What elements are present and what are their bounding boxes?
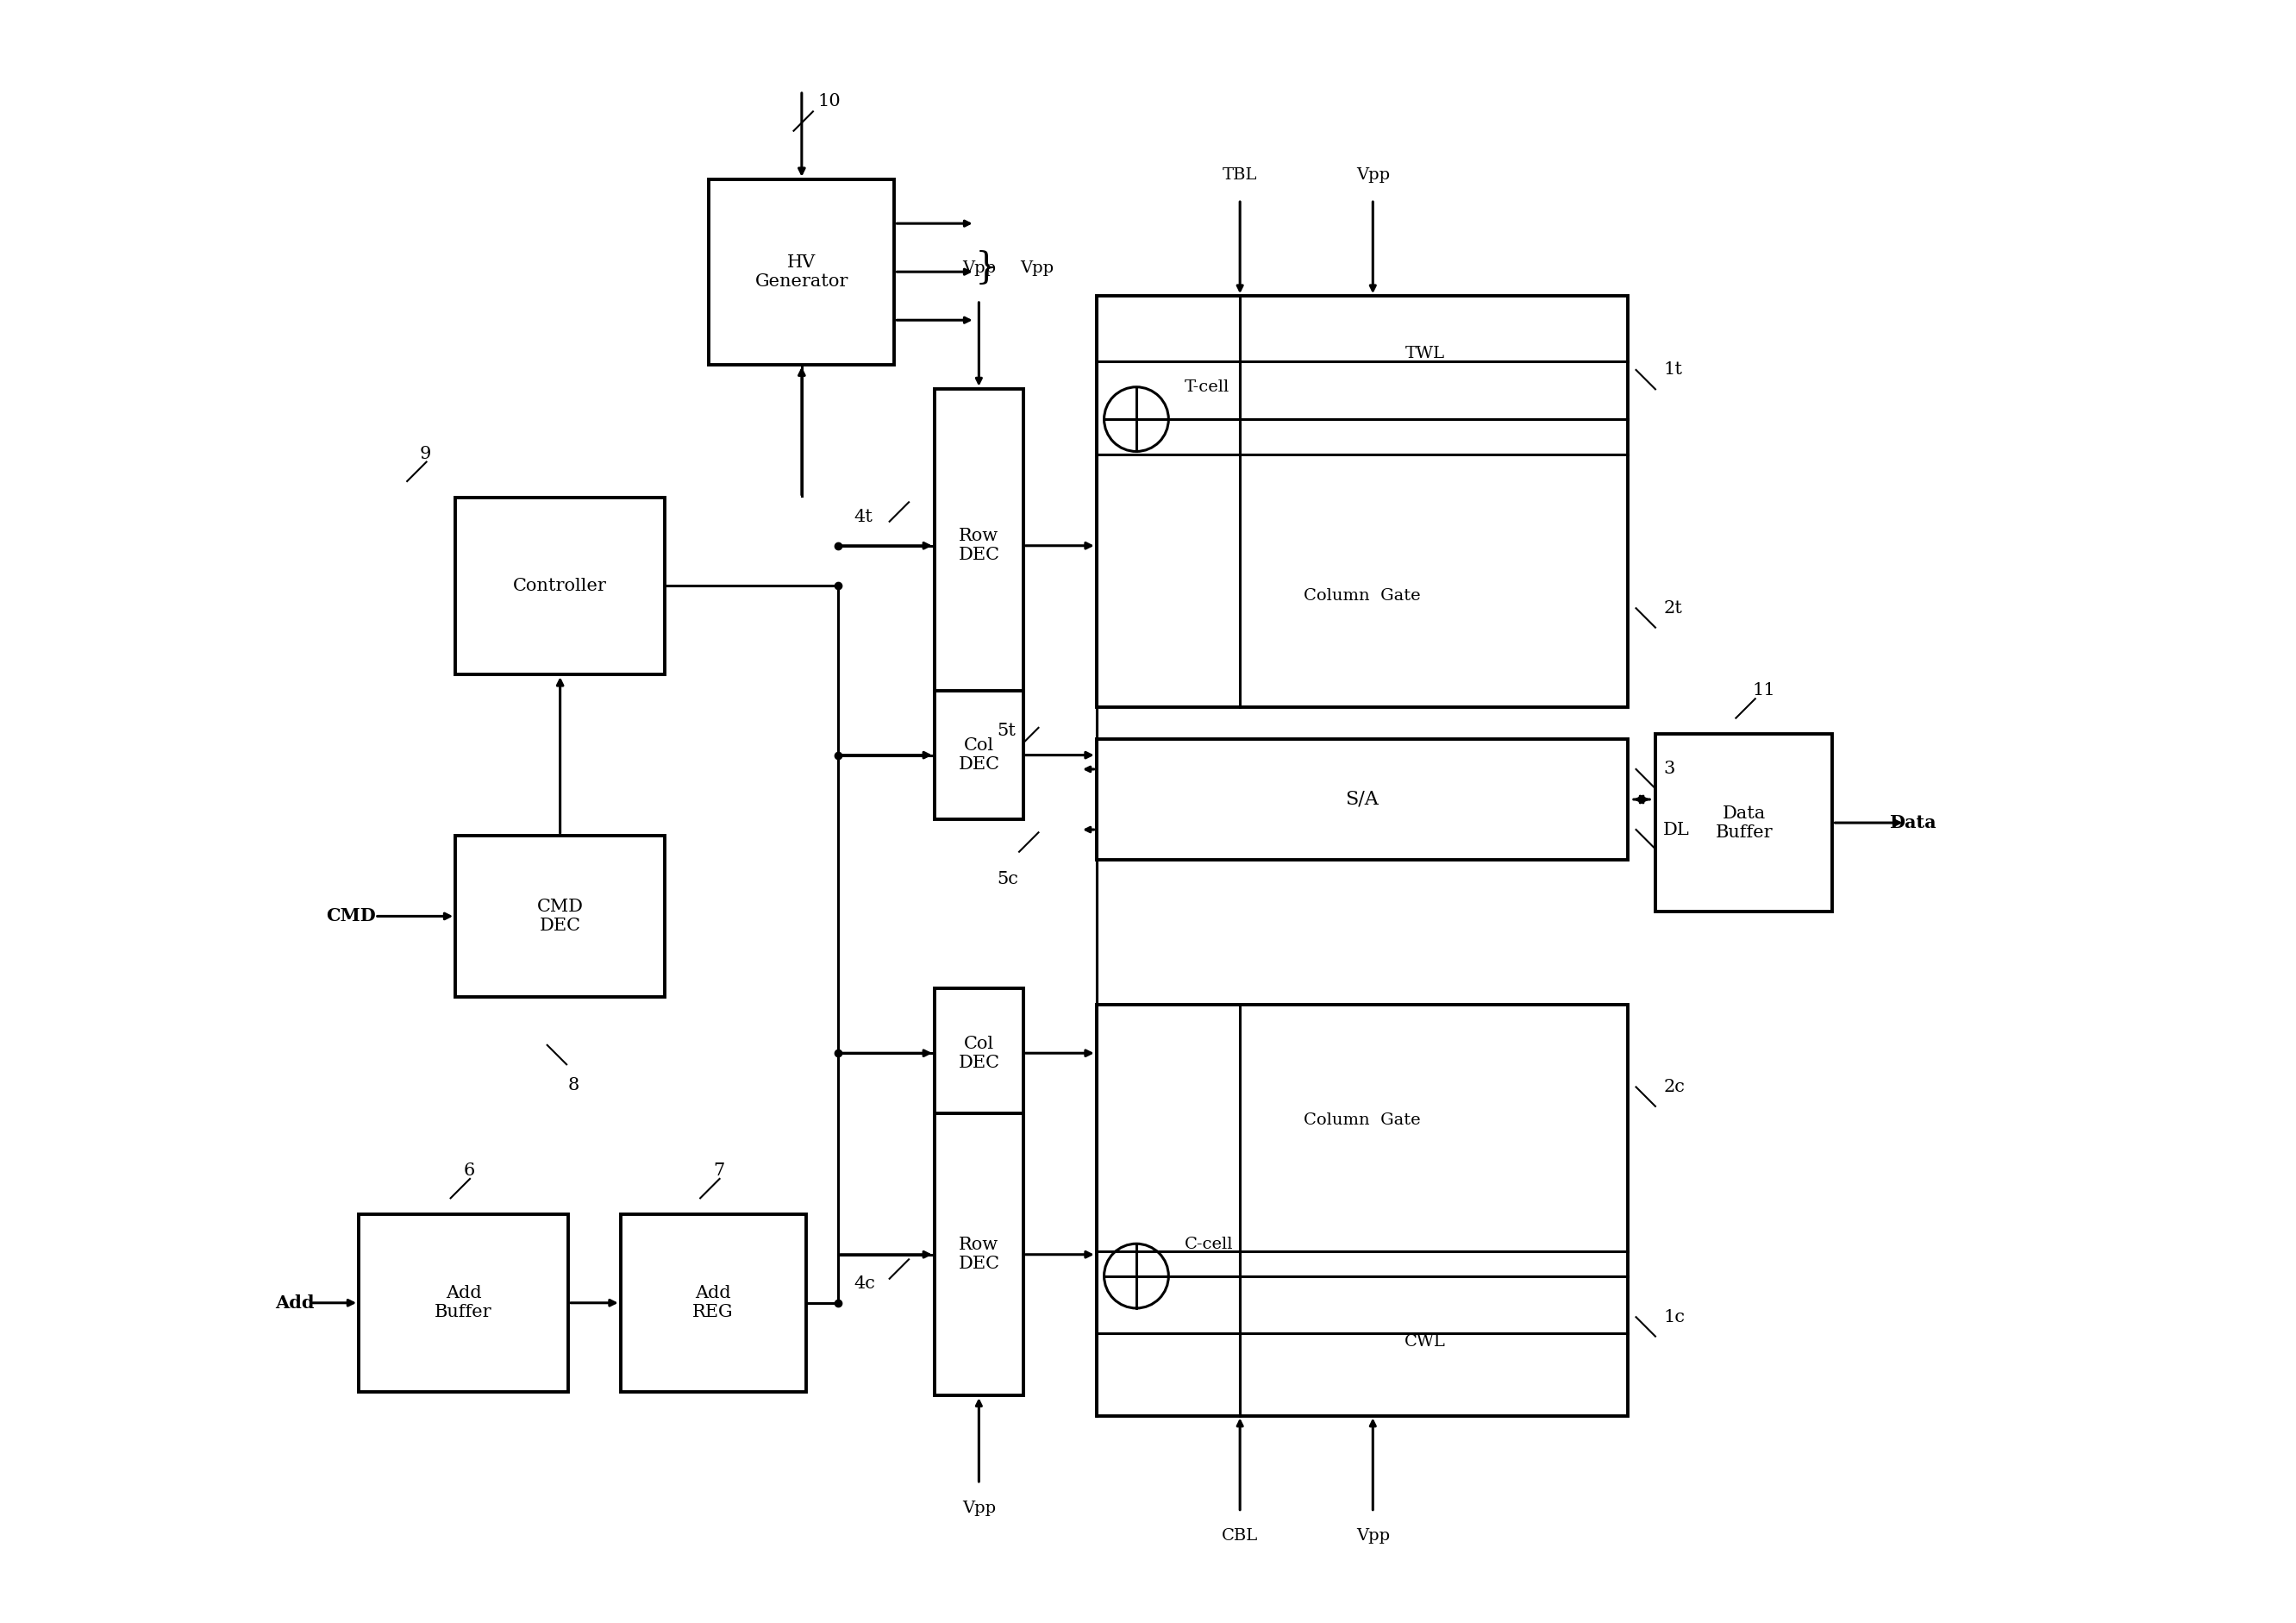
FancyBboxPatch shape (934, 988, 1024, 1118)
Text: Controller: Controller (514, 578, 606, 594)
Text: Vpp: Vpp (962, 1500, 996, 1516)
Text: Add: Add (276, 1294, 315, 1311)
Text: Vpp: Vpp (1019, 261, 1054, 276)
FancyBboxPatch shape (1097, 1005, 1628, 1415)
Text: CBL: CBL (1221, 1529, 1258, 1543)
Text: 4c: 4c (854, 1276, 875, 1292)
FancyBboxPatch shape (1655, 734, 1832, 912)
Text: TBL: TBL (1221, 167, 1258, 183)
Text: DL: DL (1662, 821, 1690, 837)
Text: Col
DEC: Col DEC (957, 737, 999, 773)
FancyBboxPatch shape (934, 1113, 1024, 1396)
Text: C-cell: C-cell (1185, 1237, 1233, 1251)
FancyBboxPatch shape (934, 691, 1024, 820)
Text: TWL: TWL (1405, 346, 1444, 362)
Text: 1c: 1c (1662, 1308, 1685, 1326)
FancyBboxPatch shape (934, 388, 1024, 703)
Text: 8: 8 (567, 1078, 579, 1094)
Text: Data: Data (1890, 815, 1936, 831)
Text: HV
Generator: HV Generator (755, 255, 850, 289)
Text: Row
DEC: Row DEC (957, 527, 999, 563)
Text: Vpp: Vpp (962, 260, 996, 276)
FancyBboxPatch shape (620, 1214, 806, 1391)
Text: Data
Buffer: Data Buffer (1715, 805, 1773, 841)
Text: 7: 7 (714, 1162, 726, 1178)
Text: 1t: 1t (1662, 362, 1683, 378)
Text: Add
Buffer: Add Buffer (434, 1285, 491, 1321)
Text: 9: 9 (420, 446, 432, 463)
Text: 2c: 2c (1662, 1079, 1685, 1096)
Text: 4t: 4t (854, 508, 872, 524)
Text: Vpp: Vpp (1357, 167, 1389, 183)
Text: S/A: S/A (1345, 790, 1380, 808)
FancyBboxPatch shape (1097, 295, 1628, 706)
Text: 3: 3 (1662, 761, 1676, 777)
Text: 6: 6 (464, 1162, 475, 1178)
Text: Add
REG: Add REG (693, 1285, 735, 1321)
Text: 5c: 5c (996, 872, 1017, 888)
Text: Column  Gate: Column Gate (1304, 1112, 1421, 1128)
FancyBboxPatch shape (709, 179, 895, 365)
Text: 5t: 5t (996, 722, 1015, 738)
Text: 10: 10 (817, 94, 840, 110)
Text: T-cell: T-cell (1185, 380, 1231, 394)
Text: }: } (976, 250, 999, 287)
Text: Column  Gate: Column Gate (1304, 588, 1421, 604)
Text: 2t: 2t (1662, 601, 1683, 617)
Text: Col
DEC: Col DEC (957, 1035, 999, 1071)
Text: CWL: CWL (1405, 1334, 1446, 1350)
Text: Row
DEC: Row DEC (957, 1237, 999, 1272)
Text: 11: 11 (1752, 682, 1775, 700)
FancyBboxPatch shape (1097, 738, 1628, 860)
FancyBboxPatch shape (358, 1214, 567, 1391)
FancyBboxPatch shape (455, 497, 666, 675)
Text: Vpp: Vpp (1357, 1529, 1389, 1543)
Text: CMD: CMD (326, 907, 377, 925)
FancyBboxPatch shape (455, 836, 666, 997)
Text: CMD
DEC: CMD DEC (537, 899, 583, 933)
